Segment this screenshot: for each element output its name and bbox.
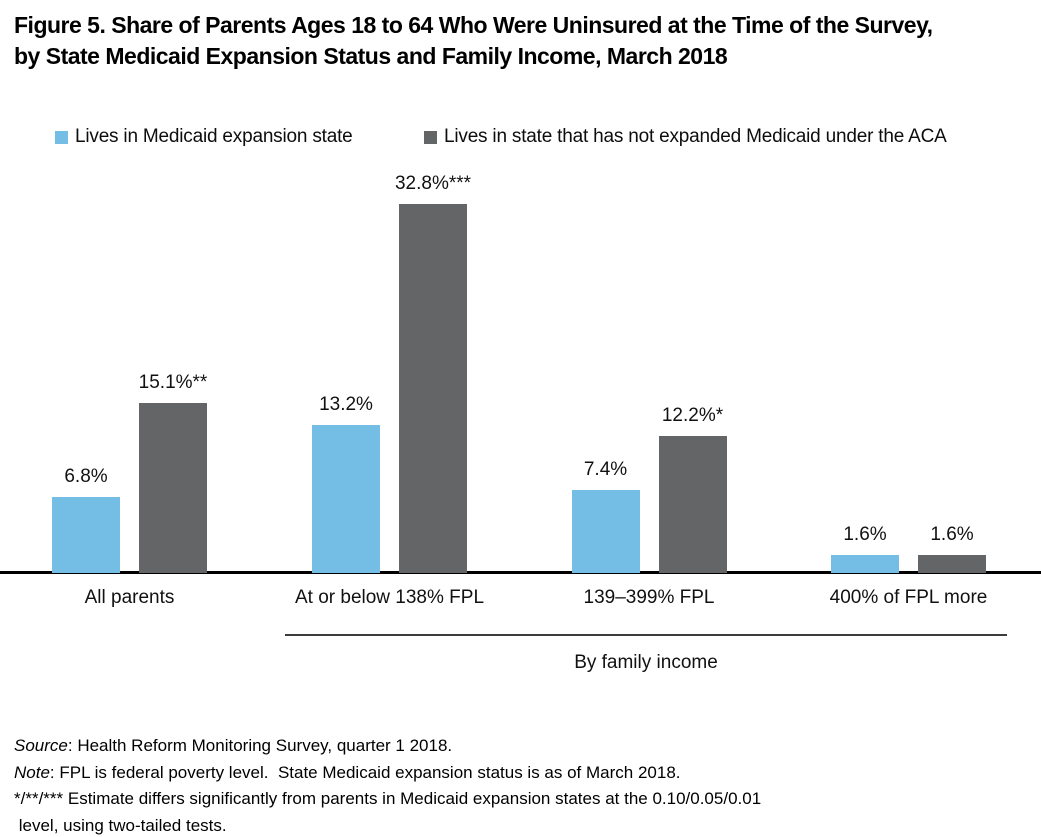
family-income-axis-label: By family income: [574, 652, 718, 673]
note-label: Note: [14, 762, 50, 782]
bar-expansion-group3: [571, 489, 640, 573]
source-note: Source: Health Reform Monitoring Survey,…: [14, 733, 1024, 760]
bar-value-label-non-expansion-group1: 15.1%**: [138, 372, 208, 394]
category-label-group1: All parents: [84, 587, 175, 608]
category-label-group4: 400% of FPL more: [829, 587, 988, 608]
legend-label: Lives in state that has not expanded Med…: [444, 126, 947, 147]
bar-value-label-non-expansion-group4: 1.6%: [930, 524, 974, 545]
note-text: : FPL is federal poverty level. State Me…: [49, 762, 681, 782]
figure-title: Figure 5. Share of Parents Ages 18 to 64…: [14, 10, 933, 72]
significance-note-line2: level, using two-tailed tests.: [14, 815, 227, 835]
category-label-group2: At or below 138% FPL: [294, 587, 485, 608]
bar-expansion-group1: [52, 496, 120, 573]
bar-value-label-expansion-group1: 6.8%: [64, 465, 108, 487]
legend-swatch-icon: [55, 130, 68, 144]
legend-swatch-icon: [424, 130, 437, 144]
source-text: : Health Reform Monitoring Survey, quart…: [67, 736, 453, 755]
bar-non-expansion-group1: [139, 403, 207, 573]
source-label: Source: [14, 736, 68, 755]
bar-value-label-expansion-group4: 1.6%: [843, 524, 887, 545]
category-label-group3: 139–399% FPL: [583, 587, 715, 608]
family-income-bracket-line: [285, 634, 1007, 636]
legend-item-1: Lives in Medicaid expansion state: [55, 126, 353, 148]
bar-non-expansion-group3: [658, 435, 727, 573]
footnotes: Source: Health Reform Monitoring Survey,…: [14, 733, 1024, 837]
bar-expansion-group2: [312, 424, 380, 573]
general-note: Note: FPL is federal poverty level. Stat…: [14, 760, 1024, 787]
legend-label: Lives in Medicaid expansion state: [75, 126, 353, 147]
figure-title-line2: by State Medicaid Expansion Status and F…: [14, 43, 728, 69]
legend-item-2: Lives in state that has not expanded Med…: [424, 126, 947, 148]
bar-value-label-expansion-group2: 13.2%: [319, 393, 373, 415]
bar-non-expansion-group4: [918, 555, 986, 573]
figure-title-line1: Figure 5. Share of Parents Ages 18 to 64…: [14, 12, 933, 38]
bar-value-label-non-expansion-group3: 12.2%*: [661, 404, 724, 426]
bar-non-expansion-group2: [399, 204, 467, 573]
bar-value-label-expansion-group3: 7.4%: [583, 458, 628, 480]
bar-value-label-non-expansion-group2: 32.8%***: [394, 173, 472, 194]
bar-expansion-group4: [831, 555, 899, 573]
significance-note-line1: */**/*** Estimate differs significantly …: [14, 789, 762, 808]
x-axis-line: [0, 571, 1041, 574]
